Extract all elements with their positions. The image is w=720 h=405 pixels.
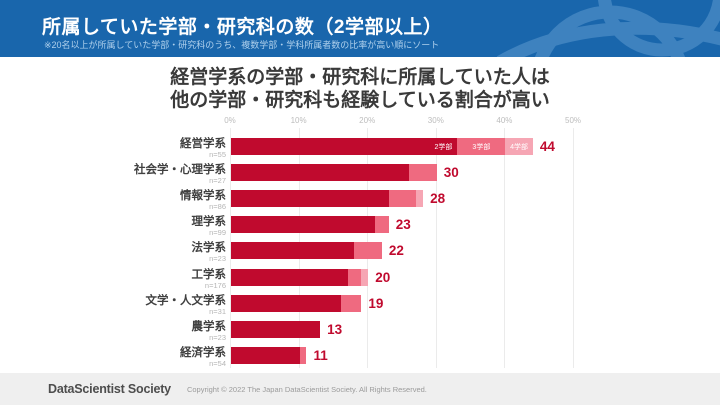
- category-label: 文学・人文学系: [145, 294, 227, 307]
- x-axis-tick: 0%: [224, 116, 236, 125]
- bar-segment-series-2: [347, 268, 362, 286]
- category-label: 経営学系: [180, 138, 226, 150]
- bar-row: 社会学・心理学系 n=27 30: [0, 163, 720, 189]
- bar-row: 情報学系 n=86 28: [0, 189, 720, 215]
- sample-size-label: n=55: [209, 150, 226, 159]
- sample-size-label: n=23: [209, 254, 226, 264]
- x-axis-tick: 30%: [427, 116, 444, 125]
- bar-segment-series-2: [299, 346, 307, 364]
- value-label: 22: [388, 243, 404, 259]
- bar-segment-series-3: [361, 268, 369, 286]
- sample-size-label: n=86: [209, 202, 226, 212]
- legend-label: 2学部: [434, 143, 453, 151]
- category-label: 情報学系: [180, 190, 226, 203]
- bar-segment-series-1: [231, 216, 376, 234]
- chart-message-line2: 他の学部・研究科も経験している割合が高い: [170, 90, 550, 111]
- bar-segment-series-1: [231, 164, 410, 182]
- legend-label: 3学部: [472, 143, 491, 151]
- category-label: 農学系: [191, 320, 227, 333]
- stacked-bar: [231, 268, 369, 286]
- chart-message-title: 経営学系の学部・研究科に所属していた人は 他の学部・研究科も経験している割合が高…: [0, 66, 720, 112]
- bar-segment-series-1: 2学部: [231, 138, 458, 155]
- stacked-bar: [231, 216, 389, 234]
- sample-size-label: n=99: [209, 228, 226, 238]
- stacked-bar-chart: 0% 10% 20% 30% 40% 50% 経営学系 n=55 2学部 3学部 4学部 44 社会学…: [0, 110, 720, 372]
- page-title: 所属していた学部・研究科の数（2学部以上）: [42, 17, 443, 38]
- stacked-bar: [231, 320, 321, 338]
- category-block: 法学系 n=23: [6, 241, 227, 267]
- bar-segment-series-1: [231, 294, 341, 312]
- bar-row: 法学系 n=23 22: [0, 241, 720, 267]
- bar-segment-series-3: [416, 190, 424, 208]
- bar-row: 農学系 n=23 13: [0, 320, 720, 346]
- value-label: 28: [430, 191, 446, 207]
- gridline-40%: [504, 128, 506, 368]
- bar-row: 経済学系 n=54 11: [0, 346, 720, 372]
- stacked-bar: [231, 164, 437, 182]
- bar-segment-series-1: [231, 242, 355, 260]
- bar-segment-series-2: [354, 242, 382, 260]
- swirl-globe-logo-icon: [496, 0, 720, 57]
- bar-segment-series-2: [409, 164, 437, 182]
- bar-segment-series-1: [231, 346, 300, 364]
- header-bar: 所属していた学部・研究科の数（2学部以上） ※20名以上が所属していた学部・研究…: [0, 0, 720, 57]
- chart-message-line1: 経営学系の学部・研究科に所属していた人は: [170, 67, 550, 88]
- value-label: 44: [539, 139, 555, 154]
- value-label: 19: [368, 295, 384, 311]
- x-axis-tick: 20%: [359, 116, 376, 125]
- category-block: 農学系 n=23: [6, 320, 227, 346]
- bar-segment-series-3: 4学部: [505, 138, 533, 155]
- bar-segment-series-2: [340, 294, 362, 312]
- category-block: 経営学系 n=55: [6, 137, 226, 163]
- sample-size-label: n=27: [209, 176, 226, 186]
- bar-segment-series-1: [231, 190, 389, 208]
- category-block: 理学系 n=99: [6, 215, 227, 241]
- category-block: 工学系 n=176: [6, 268, 227, 294]
- category-label: 理学系: [191, 216, 227, 229]
- copyright-text: Copyright © 2022 The Japan DataScientist…: [186, 384, 427, 394]
- legend-label: 4学部: [510, 143, 529, 151]
- bar-segment-series-1: [231, 268, 348, 286]
- gridline-30%: [435, 128, 437, 368]
- sample-size-label: n=176: [204, 280, 226, 290]
- sample-size-label: n=54: [209, 358, 226, 368]
- bar-segment-series-2: [375, 216, 389, 234]
- value-label: 11: [313, 347, 328, 363]
- value-label: 13: [327, 321, 343, 337]
- gridline-0%: [230, 128, 231, 368]
- bar-segment-series-2: [388, 190, 417, 208]
- stacked-bar: [231, 294, 362, 312]
- gridline-50%: [573, 128, 574, 368]
- category-label: 社会学・心理学系: [134, 164, 226, 177]
- category-block: 情報学系 n=86: [6, 189, 226, 215]
- category-label: 法学系: [191, 242, 227, 255]
- stacked-bar: 2学部 3学部 4学部: [231, 138, 533, 155]
- bar-segment-series-2: 3学部: [457, 138, 506, 155]
- bar-row: 工学系 n=176 20: [0, 268, 720, 294]
- sample-size-label: n=23: [209, 332, 226, 342]
- brand-logo-text: DataScientist Society: [48, 382, 171, 396]
- bar-row: 経営学系 n=55 2学部 3学部 4学部 44: [0, 137, 720, 163]
- x-axis-tick: 10%: [290, 116, 307, 125]
- footer-bar: DataScientist Society Copyright © 2022 T…: [0, 373, 720, 405]
- value-label: 23: [395, 217, 411, 233]
- x-axis-tick: 50%: [564, 116, 582, 125]
- bar-row: 理学系 n=99 23: [0, 215, 720, 241]
- stacked-bar: [231, 242, 382, 260]
- sample-size-label: n=31: [209, 306, 226, 316]
- value-label: 30: [443, 165, 459, 181]
- x-axis-tick: 40%: [496, 116, 513, 125]
- category-label: 経済学系: [180, 346, 226, 359]
- bar-segment-series-1: [231, 320, 321, 338]
- category-block: 経済学系 n=54: [6, 346, 226, 372]
- category-label: 工学系: [191, 268, 227, 281]
- stacked-bar: [231, 346, 307, 364]
- stacked-bar: [231, 190, 424, 208]
- category-block: 社会学・心理学系 n=27: [6, 163, 226, 189]
- category-block: 文学・人文学系 n=31: [6, 294, 227, 320]
- bar-row: 文学・人文学系 n=31 19: [0, 294, 720, 320]
- value-label: 20: [375, 269, 391, 285]
- page-subtitle: ※20名以上が所属していた学部・研究科のうち、複数学部・学科所属者数の比率が高い…: [44, 40, 440, 50]
